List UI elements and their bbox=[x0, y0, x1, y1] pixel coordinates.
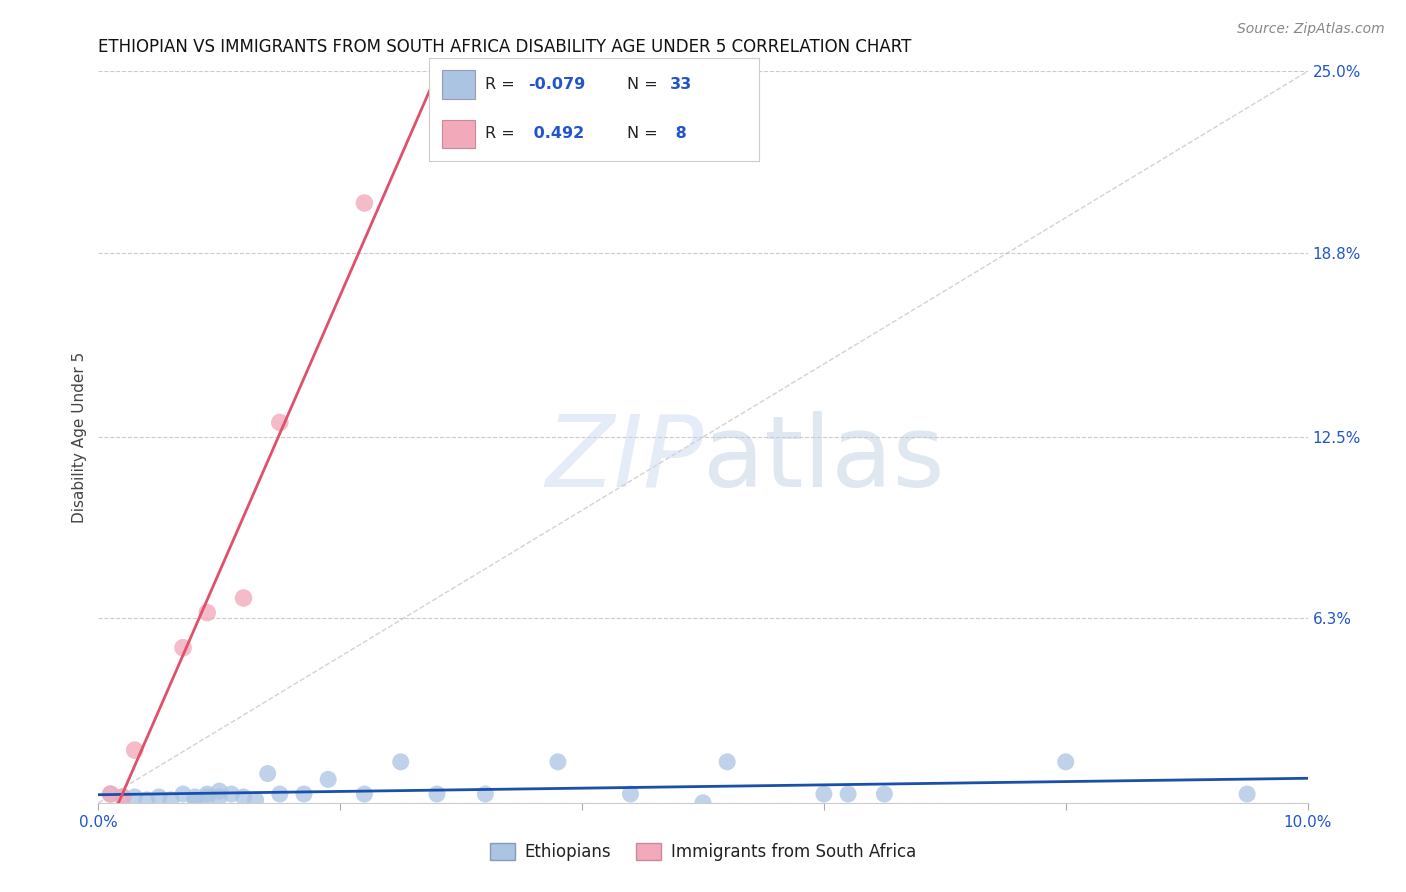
Point bbox=[160, 793, 183, 807]
Text: 33: 33 bbox=[671, 77, 692, 92]
Text: R =: R = bbox=[485, 126, 520, 141]
Point bbox=[873, 787, 896, 801]
Point bbox=[148, 789, 170, 804]
Point bbox=[124, 789, 146, 804]
Point bbox=[232, 789, 254, 804]
Text: N =: N = bbox=[627, 77, 664, 92]
Text: Source: ZipAtlas.com: Source: ZipAtlas.com bbox=[1237, 22, 1385, 37]
Point bbox=[619, 787, 641, 801]
Point bbox=[813, 787, 835, 801]
Point bbox=[100, 787, 122, 801]
Point bbox=[195, 606, 218, 620]
Point bbox=[208, 789, 231, 804]
FancyBboxPatch shape bbox=[441, 120, 475, 148]
Text: R =: R = bbox=[485, 77, 520, 92]
Text: N =: N = bbox=[627, 126, 664, 141]
Point bbox=[353, 787, 375, 801]
Point bbox=[172, 787, 194, 801]
Point bbox=[256, 766, 278, 780]
Point bbox=[837, 787, 859, 801]
Text: ZIP: ZIP bbox=[544, 410, 703, 508]
Point bbox=[111, 789, 134, 804]
Point bbox=[692, 796, 714, 810]
Point bbox=[100, 787, 122, 801]
Text: -0.079: -0.079 bbox=[529, 77, 585, 92]
FancyBboxPatch shape bbox=[441, 70, 475, 99]
Point bbox=[1236, 787, 1258, 801]
Point bbox=[184, 789, 207, 804]
Point bbox=[389, 755, 412, 769]
Point bbox=[232, 591, 254, 605]
Point bbox=[135, 793, 157, 807]
Point bbox=[245, 793, 267, 807]
Text: 8: 8 bbox=[671, 126, 686, 141]
Point bbox=[269, 787, 291, 801]
Point bbox=[195, 789, 218, 804]
Point bbox=[426, 787, 449, 801]
Point bbox=[353, 196, 375, 211]
Point bbox=[292, 787, 315, 801]
Text: 0.492: 0.492 bbox=[529, 126, 585, 141]
Text: ETHIOPIAN VS IMMIGRANTS FROM SOUTH AFRICA DISABILITY AGE UNDER 5 CORRELATION CHA: ETHIOPIAN VS IMMIGRANTS FROM SOUTH AFRIC… bbox=[98, 38, 912, 56]
Point bbox=[195, 787, 218, 801]
Point bbox=[316, 772, 339, 787]
Point bbox=[716, 755, 738, 769]
Point bbox=[1054, 755, 1077, 769]
Point bbox=[184, 793, 207, 807]
Point bbox=[172, 640, 194, 655]
Y-axis label: Disability Age Under 5: Disability Age Under 5 bbox=[72, 351, 87, 523]
Point bbox=[474, 787, 496, 801]
Point bbox=[269, 416, 291, 430]
Point bbox=[124, 743, 146, 757]
Legend: Ethiopians, Immigrants from South Africa: Ethiopians, Immigrants from South Africa bbox=[482, 836, 924, 868]
Point bbox=[208, 784, 231, 798]
Point bbox=[221, 787, 243, 801]
Point bbox=[547, 755, 569, 769]
Point bbox=[111, 789, 134, 804]
Text: atlas: atlas bbox=[703, 410, 945, 508]
